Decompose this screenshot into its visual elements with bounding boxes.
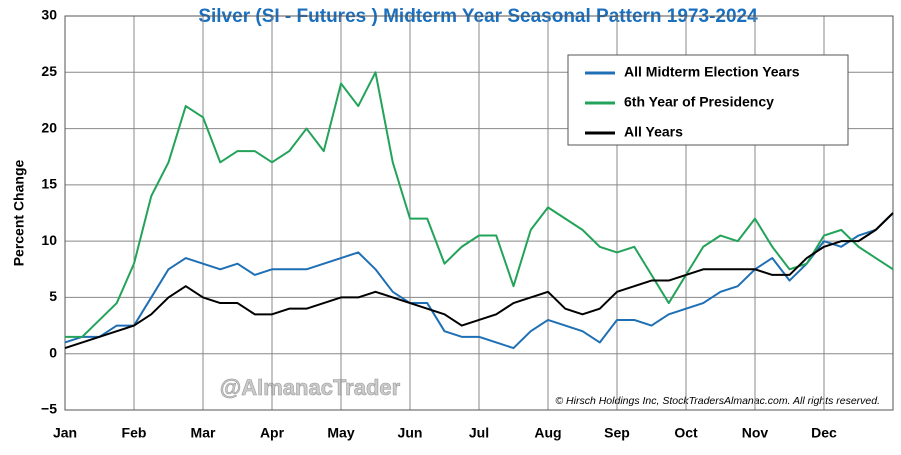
y-tick-label: 30 <box>41 7 57 23</box>
x-tick-label: Jan <box>53 425 77 441</box>
x-tick-label: May <box>327 425 354 441</box>
x-tick-label: Aug <box>534 425 561 441</box>
watermark: @AlmanacTrader <box>220 375 401 400</box>
x-tick-label: Nov <box>742 425 769 441</box>
y-tick-label: 10 <box>41 232 57 248</box>
copyright: © Hirsch Holdings Inc, StockTradersAlman… <box>555 395 880 407</box>
x-tick-label: Apr <box>260 425 285 441</box>
y-tick-label: 15 <box>41 176 57 192</box>
series-line <box>64 212 894 350</box>
chart-title: Silver (SI - Futures ) Midterm Year Seas… <box>198 6 758 27</box>
series-line <box>65 71 894 338</box>
x-tick-label: Jun <box>398 425 423 441</box>
y-tick-label: 20 <box>41 119 57 135</box>
x-tick-label: Mar <box>191 425 216 441</box>
y-axis-label: Percent Change <box>11 159 27 266</box>
y-tick-label: 0 <box>49 344 57 360</box>
y-tick-label: −5 <box>41 401 57 417</box>
legend-box <box>567 54 849 146</box>
x-tick-label: Jul <box>469 425 489 441</box>
legend-label: All Years <box>624 124 683 140</box>
x-tick-label: Oct <box>674 425 698 441</box>
y-tick-label: 5 <box>49 288 57 304</box>
x-tick-label: Feb <box>122 425 147 441</box>
x-tick-label: Sep <box>604 425 630 441</box>
legend-label: All Midterm Election Years <box>624 64 800 80</box>
x-tick-label: Dec <box>811 425 837 441</box>
y-tick-label: 25 <box>41 63 57 79</box>
grid <box>64 15 893 411</box>
legend-label: 6th Year of Presidency <box>624 94 774 110</box>
